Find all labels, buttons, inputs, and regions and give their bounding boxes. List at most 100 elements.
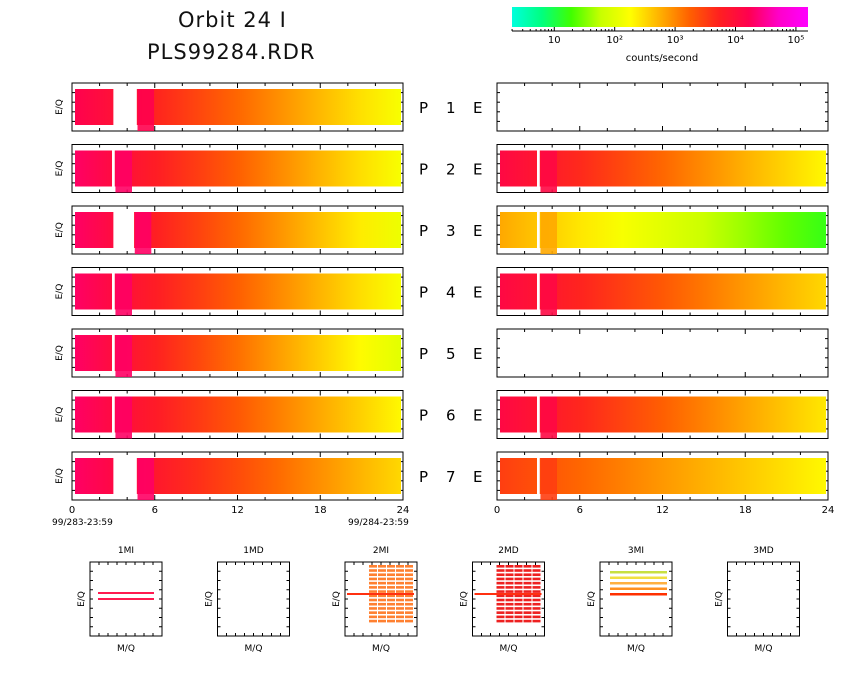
spectrum-cell-row (496, 590, 542, 593)
colorbar-tick-label: 10⁵ (788, 35, 805, 46)
x-tick-label: 12 (231, 505, 244, 516)
data-gap (536, 458, 540, 494)
row-label-p: P (419, 345, 428, 363)
mass-panel-title: 1MI (118, 546, 134, 556)
mass-panel-frame (727, 561, 800, 637)
spectrum-cell-row (496, 619, 542, 623)
intense-block (540, 150, 557, 193)
spectrum-cell-row (496, 611, 542, 614)
spectrum-cell-row (369, 577, 414, 581)
mass-panel-ylabel: E/Q (77, 591, 87, 607)
data-gap (536, 150, 540, 187)
x-tick-label: 0 (69, 505, 75, 516)
x-tick-label: 24 (397, 505, 410, 516)
mass-panel-3mi: 3MI E/Q M/Q (587, 546, 673, 654)
mass-panel-1md: 1MD E/Q M/Q (205, 546, 290, 654)
row-label-p: P (419, 99, 428, 117)
intense-block (137, 89, 155, 131)
mass-panel-title: 3MI (628, 546, 644, 556)
mass-panel-frame (599, 561, 673, 637)
mass-panel-ylabel: E/Q (715, 591, 725, 607)
spectrum-cell-row (369, 594, 414, 598)
spectrum-line (98, 592, 154, 594)
intense-block (115, 396, 132, 439)
mass-panel-ylabel: E/Q (460, 591, 470, 607)
mass-panel-title: 2MD (498, 546, 518, 556)
spectrum-line (610, 582, 667, 585)
mass-panel-xlabel: M/Q (372, 644, 390, 654)
y-axis-label: E/Q (55, 345, 65, 361)
mass-panel-ylabel: E/Q (332, 591, 342, 607)
spectrum-cell-row (369, 607, 414, 610)
mass-panel-3md: 3MD E/Q M/Q (715, 546, 800, 654)
spectrum-cell-row (369, 611, 414, 614)
row-label-p: P (419, 284, 428, 302)
mass-panel-1mi: 1MI E/Q M/Q (77, 546, 163, 654)
spectrum-cell-row (369, 598, 414, 602)
y-axis-label: E/Q (55, 99, 65, 115)
intense-block (137, 458, 155, 500)
panel-right-6 (496, 390, 829, 439)
panel-right-3 (496, 205, 829, 255)
x-end-label: 99/284-23:59 (348, 518, 409, 528)
row-label-num: 7 (446, 468, 456, 486)
data-gap (536, 212, 540, 248)
spectrum-cell-row (496, 598, 542, 602)
data-gap (111, 273, 115, 310)
mass-panel-2md: 2MD E/Q M/Q (460, 546, 545, 654)
spectrum-line (610, 571, 667, 574)
mass-panel-xlabel: M/Q (117, 644, 135, 654)
row-label-p: P (419, 468, 428, 486)
spectrum-cell-row (369, 573, 414, 577)
orbit-title: Orbit 24 I (178, 8, 287, 32)
row-label-num: 1 (446, 99, 456, 117)
spectrum-cell-row (369, 602, 414, 606)
spectrum-cell-row (369, 590, 414, 593)
row-label-num: 5 (446, 345, 456, 363)
spectrum-cell-row (369, 619, 414, 623)
file-title: PLS99284.RDR (147, 40, 316, 64)
spectrum-cell-row (496, 594, 542, 598)
x-tick-label: 24 (822, 505, 835, 516)
x-tick-label: 18 (739, 505, 752, 516)
mass-panel-xlabel: M/Q (627, 644, 645, 654)
row-label-p: P (419, 222, 428, 240)
y-axis-label: E/Q (55, 284, 65, 300)
panel-right-5 (496, 328, 829, 378)
spectrum-line (610, 576, 667, 579)
panel-frame (496, 328, 829, 378)
intense-block (540, 273, 557, 316)
colorbar-tick-label: 10² (606, 35, 623, 46)
x-tick-label: 18 (314, 505, 327, 516)
spectrum-line (98, 598, 154, 600)
row-label-p: P (419, 161, 428, 179)
mass-panel-title: 2MI (373, 546, 389, 556)
intense-block (540, 396, 557, 439)
panel-left-5 (71, 328, 404, 378)
mass-panel-xlabel: M/Q (500, 644, 518, 654)
spectrum-cell-row (496, 569, 542, 572)
panel-frame (496, 82, 829, 132)
data-gap (111, 396, 115, 433)
intense-block (134, 212, 152, 254)
intense-block (115, 335, 132, 377)
mass-panel-frame (217, 561, 290, 637)
x-tick-label: 0 (494, 505, 500, 516)
spectrum-cell-row (369, 565, 414, 568)
x-start-label: 99/283-23:59 (52, 518, 113, 528)
x-tick-label: 6 (152, 505, 158, 516)
intense-block (115, 150, 132, 193)
spectrum-cell-row (496, 602, 542, 606)
row-label-num: 4 (446, 284, 456, 302)
row-label-p: P (419, 407, 428, 425)
intense-block (115, 273, 132, 316)
data-gap (536, 273, 540, 310)
spectrum-cell-row (496, 577, 542, 581)
colorbar (512, 7, 808, 27)
x-tick-label: 12 (656, 505, 669, 516)
row-label-e: E (473, 161, 482, 179)
row-label-e: E (473, 99, 482, 117)
spectrum-cell-row (496, 607, 542, 610)
intense-block (540, 458, 557, 500)
data-gap (113, 212, 135, 248)
